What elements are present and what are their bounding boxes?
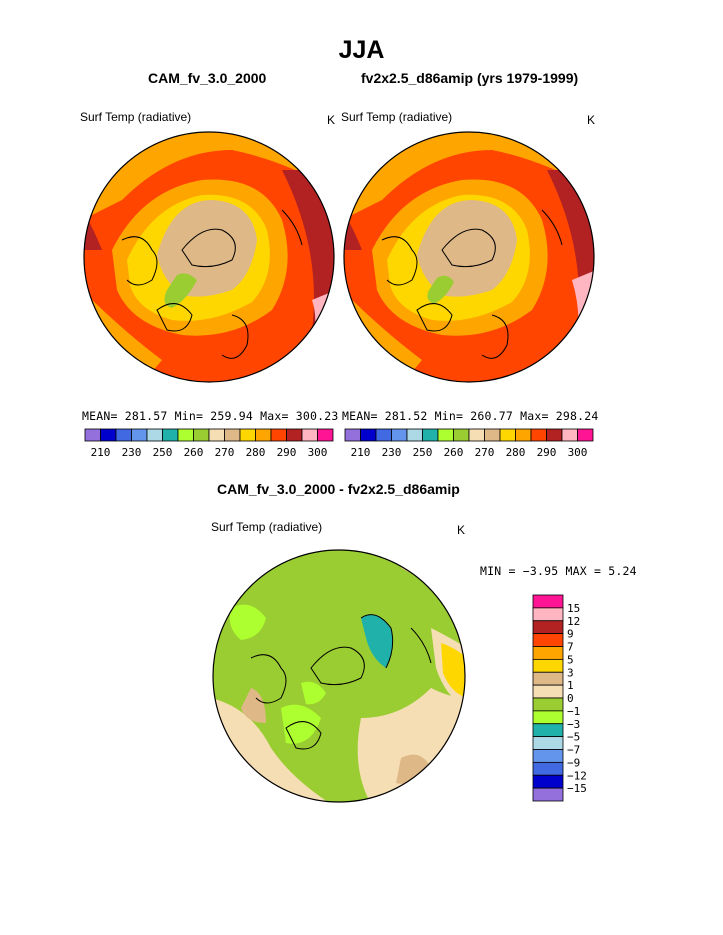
colorbar-swatch <box>532 710 564 725</box>
colorbar-tick-label: 7 <box>567 641 574 654</box>
colorbar-swatch <box>532 594 564 609</box>
colorbar-tick-label: 300 <box>568 446 588 459</box>
colorbar-swatch <box>208 428 225 442</box>
colorbar-swatch <box>532 787 564 802</box>
colorbar-swatch <box>131 428 148 442</box>
panel2-stats: MEAN= 281.52 Min= 260.77 Max= 298.24 <box>342 409 599 423</box>
colorbar-swatch <box>422 428 439 442</box>
colorbar-tick-label: 230 <box>122 446 142 459</box>
colorbar-tick-label: −5 <box>567 731 580 744</box>
colorbar-tick-label: 270 <box>475 446 495 459</box>
colorbar-swatch <box>193 428 210 442</box>
colorbar-tick-label: 280 <box>506 446 526 459</box>
colorbar-swatch <box>391 428 408 442</box>
colorbar-tick-label: 210 <box>351 446 371 459</box>
panel1-case-title: CAM_fv_3.0_2000 <box>148 70 267 86</box>
colorbar-swatch <box>532 697 564 712</box>
colorbar-swatch <box>468 428 485 442</box>
colorbar-swatch <box>406 428 423 442</box>
page-title: JJA <box>338 36 385 64</box>
colorbar-tick-label: −15 <box>567 782 587 795</box>
colorbar-swatch <box>375 428 392 442</box>
colorbar-swatch <box>532 658 564 673</box>
colorbar-tick-label: 3 <box>567 666 574 679</box>
colorbar-tick-label: 300 <box>308 446 328 459</box>
colorbar-swatch <box>100 428 117 442</box>
diff-minmax: MIN = −3.95 MAX = 5.24 <box>480 564 637 578</box>
colorbar-tick-label: 250 <box>413 446 433 459</box>
diff-title: CAM_fv_3.0_2000 - fv2x2.5_d86amip <box>217 481 460 497</box>
colorbar-tick-label: 250 <box>153 446 173 459</box>
colorbar-tick-label: 270 <box>215 446 235 459</box>
colorbar-swatch <box>532 607 564 622</box>
colorbar-swatch <box>437 428 454 442</box>
colorbar-tick-label: −1 <box>567 705 580 718</box>
colorbar-swatch <box>532 646 564 660</box>
colorbar-swatch <box>344 428 361 442</box>
colorbar-swatch <box>532 761 564 776</box>
colorbar-tick-label: 260 <box>444 446 464 459</box>
colorbar-swatch <box>561 428 578 442</box>
colorbar-swatch <box>317 428 334 442</box>
colorbar-swatch <box>224 428 241 442</box>
colorbar-swatch <box>532 671 564 686</box>
colorbar-tick-label: −12 <box>567 769 587 782</box>
colorbar-swatch <box>270 428 287 442</box>
colorbar-tick-label: 260 <box>184 446 204 459</box>
colorbar-tick-label: 0 <box>567 692 574 705</box>
panel2-variable-label: Surf Temp (radiative) <box>341 110 453 124</box>
colorbar-tick-label: 12 <box>567 615 580 628</box>
panel2-case-title: fv2x2.5_d86amip (yrs 1979-1999) <box>361 70 579 86</box>
colorbar-swatch <box>484 428 501 442</box>
colorbar-swatch <box>146 428 163 442</box>
diff-units-label: K <box>457 523 466 537</box>
colorbar-swatch <box>162 428 179 442</box>
panel1-polar-map <box>83 131 335 383</box>
colorbar-swatch <box>530 428 547 442</box>
colorbar-swatch <box>177 428 194 442</box>
diff-variable-label: Surf Temp (radiative) <box>211 520 323 534</box>
colorbar-swatch <box>532 749 564 763</box>
colorbar-swatch <box>301 428 318 442</box>
colorbar-swatch <box>239 428 256 442</box>
panel2-polar-map <box>343 131 595 383</box>
diff-polar-map <box>212 549 466 803</box>
colorbar-swatch <box>286 428 303 442</box>
colorbar-swatch <box>577 428 594 442</box>
colorbar-swatch <box>532 723 564 738</box>
panel1-colorbar: 210 230 250 260 270 280 290 300 <box>84 428 334 459</box>
colorbar-tick-label: 5 <box>567 653 574 666</box>
panel2-colorbar: 210 230 250 260 270 280 290 300 <box>344 428 594 459</box>
colorbar-swatch <box>532 620 564 635</box>
panel1-units-label: K <box>327 113 336 127</box>
colorbar-swatch <box>515 428 532 442</box>
colorbar-swatch <box>532 684 564 699</box>
colorbar-swatch <box>255 428 272 442</box>
colorbar-swatch <box>532 633 564 647</box>
colorbar-tick-label: 15 <box>567 602 580 615</box>
colorbar-swatch <box>360 428 377 442</box>
colorbar-swatch <box>499 428 516 442</box>
colorbar-swatch <box>453 428 470 442</box>
colorbar-swatch <box>532 774 564 789</box>
colorbar-tick-label: 9 <box>567 628 574 641</box>
colorbar-tick-label: 1 <box>567 679 574 692</box>
colorbar-swatch <box>115 428 132 442</box>
colorbar-tick-label: 290 <box>537 446 557 459</box>
colorbar-swatch <box>546 428 563 442</box>
panel1-variable-label: Surf Temp (radiative) <box>80 110 192 124</box>
colorbar-tick-label: −3 <box>567 718 580 731</box>
panel1-stats: MEAN= 281.57 Min= 259.94 Max= 300.23 <box>82 409 339 423</box>
colorbar-tick-label: −7 <box>567 744 580 757</box>
colorbar-tick-label: 280 <box>246 446 266 459</box>
colorbar-tick-label: 230 <box>382 446 402 459</box>
colorbar-tick-label: 210 <box>91 446 111 459</box>
colorbar-tick-label: −9 <box>567 756 580 769</box>
colorbar-swatch <box>532 736 564 750</box>
colorbar-tick-label: 290 <box>277 446 297 459</box>
colorbar-swatch <box>84 428 101 442</box>
panel2-units-label: K <box>587 113 596 127</box>
